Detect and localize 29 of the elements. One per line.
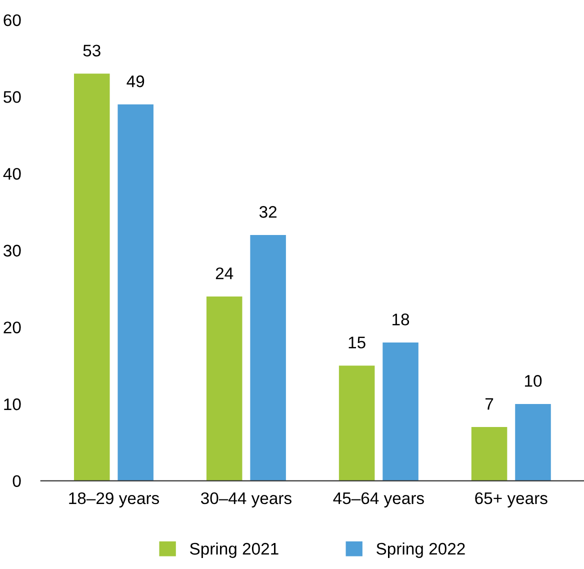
x-tick-label: 65+ years xyxy=(475,492,548,508)
x-tick-label: 30–44 years xyxy=(200,492,292,508)
y-tick-label: 40 xyxy=(3,168,21,180)
legend-label: Spring 2022 xyxy=(376,542,465,558)
y-tick-label: 10 xyxy=(4,398,21,410)
data-label: 15 xyxy=(348,336,366,348)
bar xyxy=(382,342,418,481)
y-tick-label: 30 xyxy=(4,244,21,257)
data-label: 53 xyxy=(83,44,100,56)
bar xyxy=(471,427,508,481)
y-tick-label: 20 xyxy=(4,322,21,334)
bar xyxy=(206,296,242,481)
bar xyxy=(338,366,375,481)
y-tick-label: 0 xyxy=(12,475,21,488)
y-tick-label: 60 xyxy=(4,14,21,26)
data-label: 24 xyxy=(216,267,234,280)
data-label: 10 xyxy=(525,375,542,387)
data-label: 49 xyxy=(126,75,144,88)
bar xyxy=(250,234,286,481)
x-tick-label: 18–29 years xyxy=(69,492,160,508)
data-label: 32 xyxy=(259,206,276,218)
data-label: 18 xyxy=(392,314,410,326)
bar xyxy=(515,404,551,481)
bar xyxy=(118,104,154,481)
bar xyxy=(74,74,110,481)
legend-label: Spring 2021 xyxy=(190,542,278,558)
data-label: 7 xyxy=(486,398,494,410)
x-tick-label: 45–64 years xyxy=(333,492,424,508)
y-tick-label: 50 xyxy=(4,91,21,103)
